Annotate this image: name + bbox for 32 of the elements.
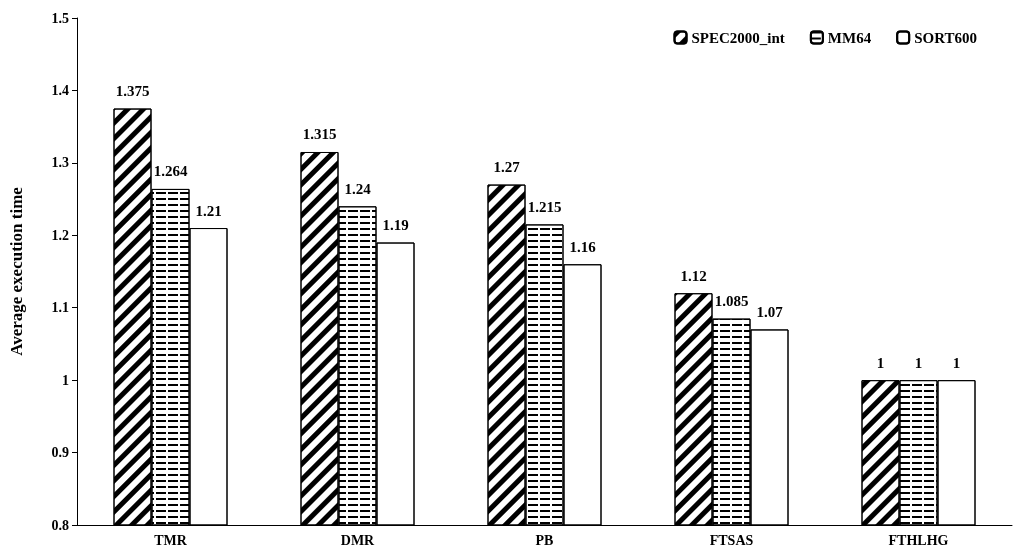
legend-label: SORT600: [914, 29, 978, 46]
data-label: 1.085: [714, 293, 749, 310]
data-label: 1.21: [195, 202, 222, 219]
data-label: 1: [876, 354, 885, 371]
data-label: 1.27: [493, 159, 521, 176]
data-label: 1.16: [569, 238, 597, 255]
data-label: 1.264: [153, 163, 188, 180]
data-label: 1.315: [302, 126, 337, 143]
x-tick-label: DMR: [340, 532, 376, 548]
x-tick-label: TMR: [154, 532, 188, 548]
y-tick-label: 1.5: [51, 10, 69, 26]
y-tick-label: 1.1: [51, 300, 69, 316]
y-tick-label: 1.4: [51, 82, 69, 98]
y-tick-label: 1.3: [51, 155, 69, 171]
x-tick-label: FTHLHG: [888, 532, 949, 548]
data-label: 1.24: [344, 180, 372, 197]
data-label: 1.375: [115, 83, 150, 100]
legend-label: MM64: [827, 29, 872, 46]
y-tick-label: 0.8: [51, 517, 69, 533]
legend-label: SPEC2000_int: [691, 29, 785, 46]
y-tick-label: 1.2: [51, 227, 69, 243]
y-axis-title: Average execution time: [7, 186, 26, 356]
data-label: 1.215: [527, 198, 562, 215]
data-label: 1.12: [680, 267, 707, 284]
y-tick-label: 0.9: [51, 445, 69, 461]
data-label: 1.19: [382, 217, 409, 234]
y-tick-label: 1: [62, 372, 69, 388]
data-label: 1.07: [756, 303, 784, 320]
x-tick-label: FTSAS: [709, 532, 754, 548]
x-tick-label: PB: [535, 532, 554, 548]
data-label: 1: [914, 354, 923, 371]
data-label: 1: [952, 354, 961, 371]
